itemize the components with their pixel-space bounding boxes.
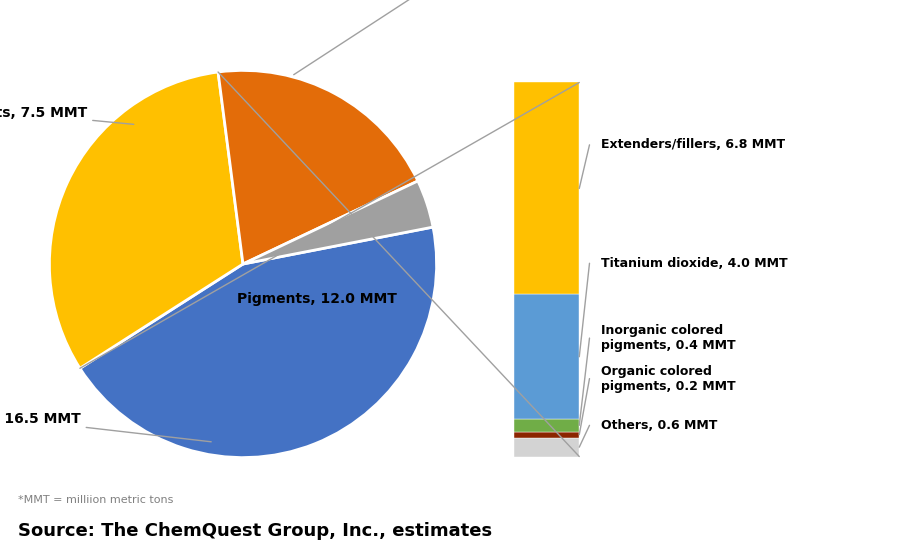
Text: *MMT = milliion metric tons: *MMT = milliion metric tons — [18, 495, 174, 505]
Wedge shape — [243, 181, 433, 264]
Text: Pigments, 12.0 MMT: Pigments, 12.0 MMT — [237, 292, 397, 306]
Bar — [514, 438, 580, 456]
Text: Extenders/fillers, 6.8 MMT: Extenders/fillers, 6.8 MMT — [601, 139, 786, 151]
Bar — [514, 419, 580, 432]
Text: Organic colored
pigments, 0.2 MMT: Organic colored pigments, 0.2 MMT — [601, 365, 736, 393]
Wedge shape — [50, 72, 243, 369]
Text: Additives, 1.5 MMT: Additives, 1.5 MMT — [293, 0, 509, 75]
Bar — [514, 82, 580, 294]
Text: Others, 0.6 MMT: Others, 0.6 MMT — [601, 419, 718, 432]
Bar — [514, 294, 580, 419]
Bar — [514, 432, 580, 438]
Text: Source: The ChemQuest Group, Inc., estimates: Source: The ChemQuest Group, Inc., estim… — [18, 522, 492, 540]
Wedge shape — [218, 70, 418, 264]
Text: Resins, 16.5 MMT: Resins, 16.5 MMT — [0, 412, 212, 442]
Wedge shape — [80, 227, 436, 458]
Text: Titanium dioxide, 4.0 MMT: Titanium dioxide, 4.0 MMT — [601, 257, 788, 270]
Text: Inorganic colored
pigments, 0.4 MMT: Inorganic colored pigments, 0.4 MMT — [601, 324, 736, 352]
Text: Solvents, 7.5 MMT: Solvents, 7.5 MMT — [0, 106, 134, 124]
